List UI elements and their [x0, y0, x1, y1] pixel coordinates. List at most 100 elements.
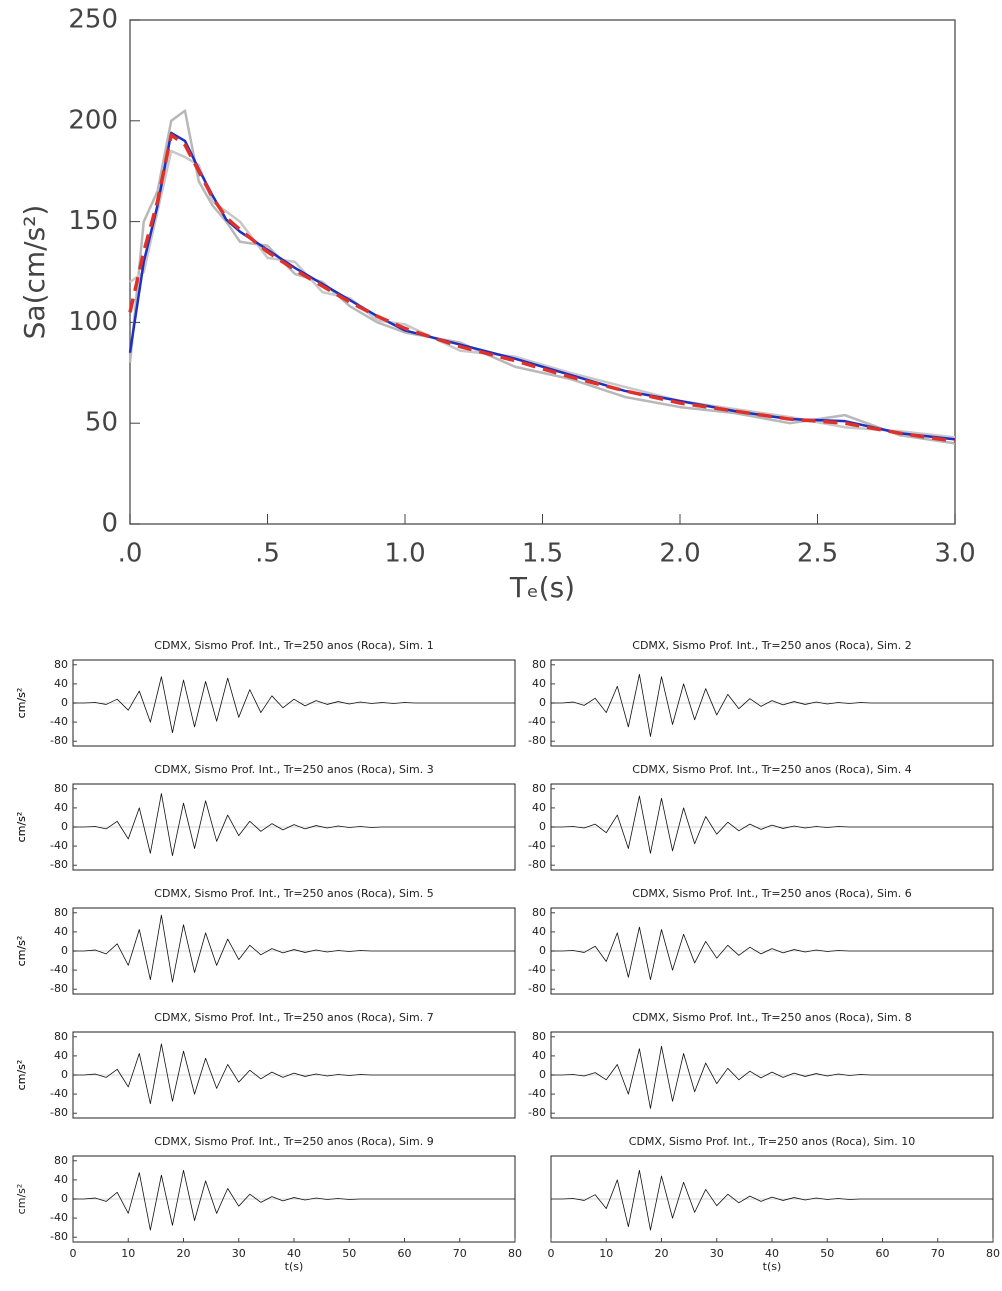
series-line [551, 795, 993, 854]
y-tick-label: 40 [532, 925, 546, 938]
panel-title: CDMX, Sismo Prof. Int., Tr=250 anos (Roc… [629, 1135, 915, 1148]
y-axis-label: cm/s² [15, 688, 28, 719]
y-tick-label: 40 [532, 677, 546, 690]
y-tick-label: 80 [54, 906, 68, 919]
series-line [551, 926, 993, 981]
y-tick-label: -80 [50, 982, 68, 995]
y-tick-label: 0 [539, 696, 546, 709]
y-tick-label: 0 [61, 944, 68, 957]
y-tick-label: 40 [54, 925, 68, 938]
series-line [73, 676, 515, 734]
y-tick-label: 0 [539, 1068, 546, 1081]
panel-title: CDMX, Sismo Prof. Int., Tr=250 anos (Roc… [154, 887, 433, 900]
x-axis-label: Tₑ(s) [509, 571, 575, 604]
y-tick-label: -40 [50, 715, 68, 728]
x-tick-label: 20 [655, 1247, 669, 1260]
y-tick-label: -40 [50, 1087, 68, 1100]
x-tick-label: 2.0 [659, 539, 700, 569]
x-tick-label: 30 [232, 1247, 246, 1260]
series-line [129, 149, 956, 439]
y-tick-label: 80 [54, 782, 68, 795]
y-tick-label: -80 [50, 1230, 68, 1243]
x-tick-label: 10 [121, 1247, 135, 1260]
y-tick-label: -40 [528, 963, 546, 976]
panel-title: CDMX, Sismo Prof. Int., Tr=250 anos (Roc… [632, 1011, 911, 1024]
x-tick-label: 20 [177, 1247, 191, 1260]
x-axis-label: t(s) [285, 1260, 304, 1273]
y-tick-label: 80 [54, 658, 68, 671]
series-line [128, 131, 956, 441]
y-tick-label: -40 [50, 963, 68, 976]
y-tick-label: 0 [61, 1068, 68, 1081]
x-axis-label: t(s) [763, 1260, 782, 1273]
y-tick-label: 100 [68, 307, 118, 337]
panel-title: CDMX, Sismo Prof. Int., Tr=250 anos (Roc… [154, 763, 433, 776]
x-tick-label: 40 [287, 1247, 301, 1260]
y-tick-label: 80 [54, 1030, 68, 1043]
x-tick-label: 50 [820, 1247, 834, 1260]
y-tick-label: 150 [68, 206, 118, 236]
y-tick-label: 80 [54, 1154, 68, 1167]
y-tick-label: -40 [528, 1087, 546, 1100]
y-tick-label: 250 [68, 5, 118, 35]
y-tick-label: -80 [50, 734, 68, 747]
y-axis-label: cm/s² [15, 1184, 28, 1215]
series-line [73, 793, 515, 857]
x-tick-label: 0 [70, 1247, 77, 1260]
y-tick-label: 40 [54, 1049, 68, 1062]
y-tick-label: 0 [61, 820, 68, 833]
y-axis-label: cm/s² [15, 812, 28, 843]
y-tick-label: 80 [532, 658, 546, 671]
x-tick-label: .5 [255, 539, 280, 569]
x-tick-label: 0 [548, 1247, 555, 1260]
panel-title: CDMX, Sismo Prof. Int., Tr=250 anos (Roc… [632, 887, 911, 900]
x-tick-label: 1.5 [522, 539, 563, 569]
y-tick-label: -80 [528, 982, 546, 995]
y-tick-label: 80 [532, 1030, 546, 1043]
y-axis-label: cm/s² [15, 936, 28, 967]
x-tick-label: 60 [876, 1247, 890, 1260]
series-line [128, 133, 956, 444]
x-tick-label: 2.5 [797, 539, 838, 569]
series-line [73, 914, 515, 983]
y-axis-label: cm/s² [15, 1060, 28, 1091]
y-tick-label: -40 [50, 839, 68, 852]
y-tick-label: 40 [532, 801, 546, 814]
y-tick-label: 40 [54, 677, 68, 690]
x-tick-label: 50 [342, 1247, 356, 1260]
panel-title: CDMX, Sismo Prof. Int., Tr=250 anos (Roc… [154, 1011, 433, 1024]
plot-frame [129, 19, 956, 525]
series-line [73, 1043, 515, 1105]
x-tick-label: 30 [710, 1247, 724, 1260]
y-axis-label: cm/s² [15, 1060, 28, 1091]
series-line [551, 1045, 993, 1109]
y-tick-label: 80 [532, 906, 546, 919]
y-tick-label: 40 [54, 801, 68, 814]
x-tick-label: 3.0 [934, 539, 975, 569]
y-tick-label: 200 [68, 105, 118, 135]
y-axis-label: cm/s² [15, 936, 28, 967]
x-tick-label: 60 [398, 1247, 412, 1260]
panel-title: CDMX, Sismo Prof. Int., Tr=250 anos (Roc… [154, 1135, 433, 1148]
y-tick-label: -80 [528, 734, 546, 747]
y-axis-label: cm/s² [15, 812, 28, 843]
x-tick-label: 40 [765, 1247, 779, 1260]
panel-title: CDMX, Sismo Prof. Int., Tr=250 anos (Roc… [632, 639, 911, 652]
series-line [551, 673, 993, 737]
y-tick-label: -80 [50, 858, 68, 871]
y-tick-label: -80 [528, 1106, 546, 1119]
series-line [551, 1169, 993, 1231]
panel-title: CDMX, Sismo Prof. Int., Tr=250 anos (Roc… [632, 763, 911, 776]
y-tick-label: 0 [101, 509, 118, 539]
x-tick-label: 70 [453, 1247, 467, 1260]
series-line [128, 109, 956, 445]
panel-title: CDMX, Sismo Prof. Int., Tr=250 anos (Roc… [154, 639, 433, 652]
y-tick-label: 0 [539, 944, 546, 957]
y-tick-label: 40 [532, 1049, 546, 1062]
y-tick-label: 80 [532, 782, 546, 795]
x-tick-label: 80 [986, 1247, 1000, 1260]
x-tick-label: 10 [599, 1247, 613, 1260]
y-tick-label: 40 [54, 1173, 68, 1186]
y-tick-label: -40 [528, 839, 546, 852]
